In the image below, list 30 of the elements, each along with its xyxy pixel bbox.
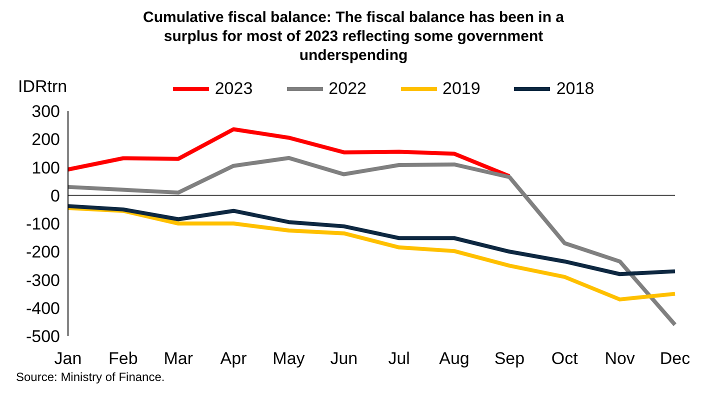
chart-title: Cumulative fiscal balance: The fiscal balance has been in a surplus for most of 2023 reflecting some government underspending: [142, 8, 565, 65]
legend-label: 2018: [555, 79, 594, 99]
y-tick-label: 0: [50, 186, 60, 206]
x-tick-label: Jun: [330, 349, 358, 368]
y-tick-label: 200: [32, 130, 60, 150]
source-note: Source: Ministry of Finance.: [16, 370, 166, 384]
x-tick-label: Aug: [439, 349, 470, 368]
x-tick-label: Feb: [108, 349, 138, 368]
x-tick-label: Mar: [164, 349, 194, 368]
x-tick-label: Jan: [54, 349, 82, 368]
y-tick-label: -500: [26, 327, 60, 346]
x-tick-label: Sep: [494, 349, 525, 368]
line-series: [66, 204, 677, 276]
x-tick-label: Dec: [660, 349, 691, 368]
x-tick-label: Apr: [220, 349, 248, 368]
legend-label: 2023: [214, 79, 253, 99]
x-tick-label: Oct: [551, 349, 578, 368]
y-axis-title: IDRtrn: [18, 77, 68, 97]
y-tick-label: 100: [32, 158, 60, 178]
x-tick-label: Nov: [604, 349, 636, 368]
y-tick-label: -300: [26, 270, 60, 290]
legend-label: 2022: [328, 79, 366, 99]
x-tick-label: Jul: [388, 349, 410, 368]
y-tick-label: -400: [26, 298, 60, 318]
line-series: [66, 156, 677, 327]
legend-label: 2019: [442, 79, 480, 99]
y-tick-label: -200: [26, 242, 60, 262]
y-tick-label: 300: [32, 102, 60, 122]
y-tick-label: -100: [26, 214, 60, 234]
x-tick-label: May: [272, 349, 306, 368]
